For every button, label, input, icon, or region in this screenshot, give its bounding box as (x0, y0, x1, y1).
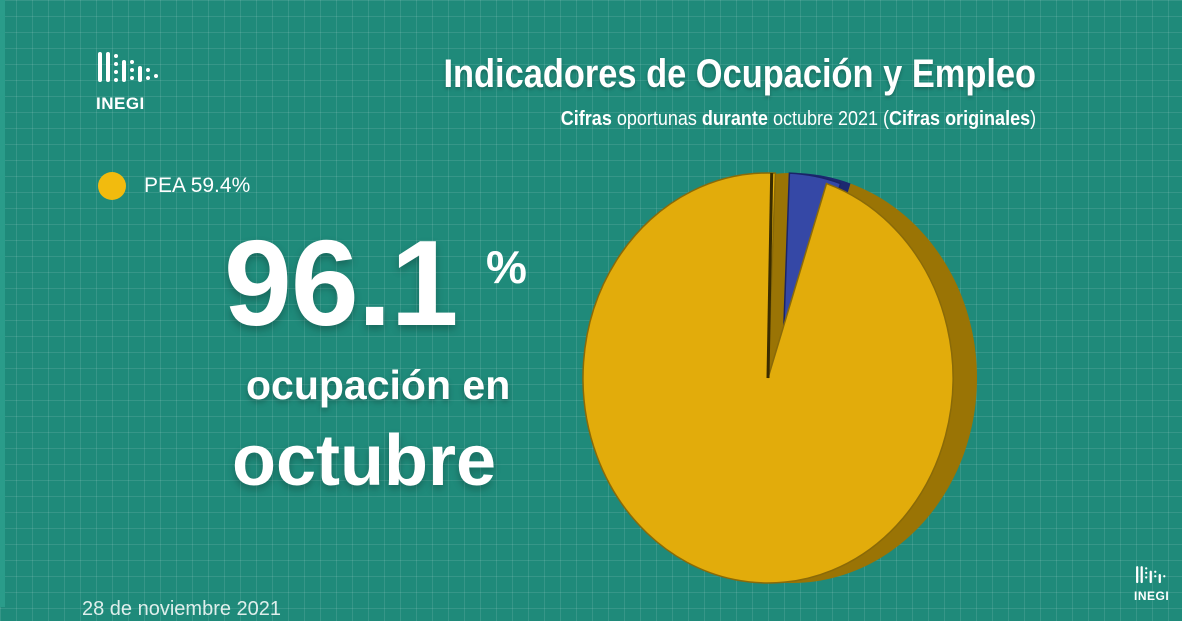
inegi-logo-text: INEGI (96, 94, 145, 113)
subtitle-open-paren: ( (882, 108, 889, 130)
headline-caption-line2: octubre (232, 421, 497, 501)
chart-legend: PEA 59.4% (98, 172, 250, 200)
inegi-logo: INEGI (96, 50, 166, 114)
subtitle-word-oportunas: oportunas (616, 108, 697, 130)
corner-logo-mark-icon (1136, 566, 1166, 584)
inegi-logo-mark-icon (98, 52, 158, 82)
pie-slice-edge-shadow (766, 173, 774, 379)
pie-slice-depth-large (607, 173, 978, 584)
corner-logo-text: INEGI (1134, 589, 1170, 603)
legend-swatch (98, 172, 126, 200)
headline-unit: % (486, 241, 527, 293)
page-subtitle: Cifras oportunas durante octubre 2021 (C… (561, 108, 1036, 131)
subtitle-word-durante: durante (701, 108, 768, 130)
subtitle-word-cifras: Cifras (560, 108, 612, 130)
footer-date: 28 de noviembre 2021 (82, 598, 282, 620)
pie-slice-depth-small (792, 173, 851, 378)
page-title: Indicadores de Ocupación y Empleo (443, 52, 1036, 96)
subtitle-period: octubre 2021 (772, 108, 878, 130)
pie-slice-large (582, 172, 954, 584)
headline-caption-line1: ocupación en (246, 362, 511, 408)
legend-label: PEA 59.4% (144, 174, 251, 197)
corner-inegi-logo: INEGI (1134, 565, 1174, 603)
headline-value: 96.1 (224, 215, 458, 351)
subtitle-close-paren: ) (1029, 108, 1036, 130)
subtitle-cifras-originales: Cifras originales (888, 108, 1030, 130)
left-edge-stripe (0, 0, 5, 607)
pie-slice-small (781, 172, 842, 379)
